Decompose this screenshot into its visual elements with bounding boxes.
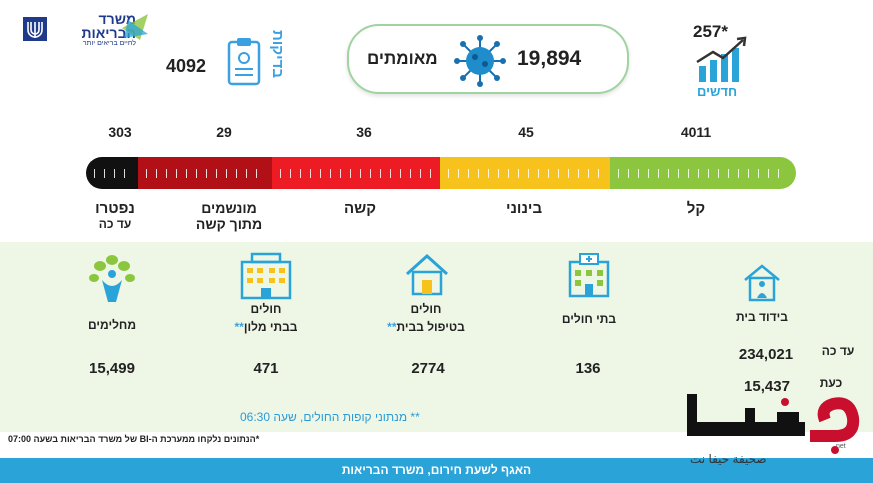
- home-care-stars: **: [387, 320, 397, 334]
- rising-bars-icon: [696, 36, 747, 82]
- hotels-stars: **: [234, 320, 244, 334]
- home-isolation-now-value: 15,437: [744, 378, 790, 395]
- menorah-emblem-icon: [23, 17, 47, 41]
- severity-segment-ventilated: [138, 157, 272, 189]
- ministry-tagline: לחיים בריאים יותר: [82, 40, 136, 47]
- tests-value: 4092: [166, 56, 207, 76]
- severity-bar: [86, 157, 796, 189]
- home-isolation-now-label: כעת: [819, 376, 843, 390]
- moderate-count: 45: [518, 124, 534, 140]
- ministry-logo: משרד הבריאות לחיים בריאים יותר: [22, 10, 152, 50]
- deceased-count: 303: [108, 124, 132, 140]
- haifanet-watermark-logo: [685, 388, 860, 458]
- tree-person-icon: [89, 255, 135, 302]
- severity-segment-moderate: [440, 157, 610, 189]
- bi-footnote: *הנתונים נלקחו ממערכת ה-BI של משרד הבריא…: [8, 434, 260, 444]
- confirmed-label: מאומתים: [367, 49, 438, 68]
- mild-count: 4011: [680, 124, 712, 140]
- watermark-subtitle: صحيفة حيفا نت: [690, 452, 767, 466]
- home-isolation-label: בידוד בית: [736, 310, 788, 324]
- confirmed-card: מאומתים 19,894: [347, 24, 629, 94]
- mild-label: קל: [686, 200, 706, 217]
- hotel-building-icon: [240, 252, 292, 300]
- new-cases-label: חדשים: [697, 84, 738, 99]
- home-care-value: 2774: [411, 360, 445, 377]
- severity-segment-serious: [272, 157, 440, 189]
- footer-bar: האגף לשעת חירום, משרד הבריאות: [0, 458, 873, 483]
- home-isolation-so-far-value: 234,021: [738, 346, 794, 363]
- hotels-label: חולים בבתי מלון**: [234, 302, 298, 334]
- severity-segment-mild: [610, 157, 796, 189]
- recovered-value: 15,499: [89, 360, 135, 377]
- recovered-label: מחלימים: [87, 318, 137, 332]
- serious-count: 36: [356, 124, 372, 140]
- watermark-net: net: [836, 443, 846, 450]
- home-care-label: חולים בטיפול בבית**: [387, 302, 465, 334]
- new-cases-value: 257*: [693, 22, 728, 41]
- ministry-star-icon: [122, 14, 148, 40]
- categories-panel: [0, 242, 873, 432]
- ministry-name: משרד הבריאות: [81, 11, 136, 41]
- hotels-value: 471: [253, 360, 279, 377]
- house-icon: [405, 253, 449, 296]
- hospital-building-icon: [568, 253, 610, 298]
- moderate-label: בינוני: [505, 200, 543, 217]
- clipboard-icon: [227, 38, 261, 86]
- ventilated-label: מונשמים מתוך קשה: [195, 200, 263, 232]
- serious-label: קשה: [343, 200, 377, 217]
- person-house-icon: [744, 264, 780, 302]
- tests-label: בדיקות: [269, 30, 286, 78]
- hospitals-value: 136: [575, 360, 601, 377]
- virus-icon: [454, 35, 506, 87]
- home-isolation-so-far-label: עד כה: [821, 344, 855, 358]
- confirmed-value: 19,894: [517, 47, 582, 70]
- deceased-label: נפטרו עד כה: [95, 200, 135, 231]
- hospitals-label: בתי חולים: [561, 312, 617, 326]
- severity-segment-deceased: [86, 157, 138, 189]
- hmo-footnote: ** מנתוני קופות החולים, שעה 06:30: [240, 410, 420, 424]
- ventilated-count: 29: [216, 124, 232, 140]
